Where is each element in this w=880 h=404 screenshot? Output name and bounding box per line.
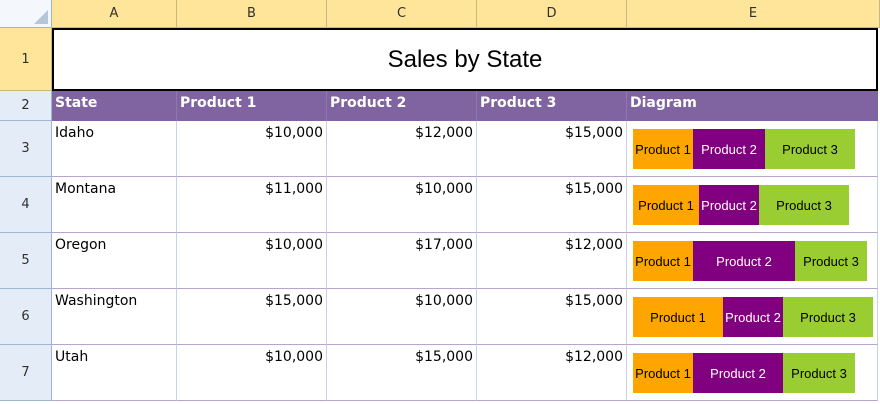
header-product-3[interactable]: Product 3 [477,91,627,121]
cell-product-2[interactable]: $15,000 [327,345,477,401]
cell-state[interactable]: Montana [52,177,177,233]
row-header-6[interactable]: 6 [0,289,52,345]
diagram-bar-product-1: Product 1 [633,353,693,393]
cell-product-2[interactable]: $17,000 [327,233,477,289]
cell-product-1[interactable]: $10,000 [177,345,327,401]
header-product-1[interactable]: Product 1 [177,91,327,121]
cell-product-3[interactable]: $15,000 [477,289,627,345]
row-header-2[interactable]: 2 [0,91,52,121]
header-state[interactable]: State [52,91,177,121]
cell-diagram[interactable] [627,177,878,233]
header-band [52,91,878,121]
cell-diagram[interactable] [627,289,878,345]
diagram-bar-product-3: Product 3 [759,185,849,225]
diagram-bar-product-2: Product 2 [723,297,783,337]
cell-product-2[interactable]: $10,000 [327,289,477,345]
diagram-bar-product-1: Product 1 [633,297,723,337]
cell-product-3[interactable]: $12,000 [477,345,627,401]
cell-diagram[interactable] [627,233,878,289]
select-all-triangle-icon [34,10,48,24]
cell-product-1[interactable]: $15,000 [177,289,327,345]
diagram-bar-product-3: Product 3 [765,129,855,169]
cell-product-2[interactable]: $10,000 [327,177,477,233]
column-header-a[interactable]: A [52,0,177,28]
cell-product-3[interactable]: $15,000 [477,177,627,233]
column-header-c[interactable]: C [327,0,477,28]
header-product-2[interactable]: Product 2 [327,91,477,121]
row-header-7[interactable]: 7 [0,345,52,401]
cell-product-1[interactable]: $11,000 [177,177,327,233]
diagram-bar-product-1: Product 1 [633,129,693,169]
cell-product-1[interactable]: $10,000 [177,121,327,177]
diagram-bar-product-2: Product 2 [693,353,783,393]
diagram-bar-product-3: Product 3 [795,241,867,281]
select-all-corner[interactable] [0,0,52,28]
column-header-d[interactable]: D [477,0,627,28]
cell-product-3[interactable]: $12,000 [477,233,627,289]
cell-state[interactable]: Washington [52,289,177,345]
column-header-e[interactable]: E [627,0,880,28]
diagram-bar-product-2: Product 2 [693,241,795,281]
diagram-bar-product-3: Product 3 [783,353,855,393]
column-header-b[interactable]: B [177,0,327,28]
cell-state[interactable]: Oregon [52,233,177,289]
diagram-bar-product-1: Product 1 [633,185,699,225]
cell-state[interactable]: Idaho [52,121,177,177]
row-header-3[interactable]: 3 [0,121,52,177]
row-header-5[interactable]: 5 [0,233,52,289]
cell-diagram[interactable] [627,121,878,177]
sheet-title[interactable]: Sales by State [52,28,878,91]
cell-product-1[interactable]: $10,000 [177,233,327,289]
cell-state[interactable]: Utah [52,345,177,401]
cell-diagram[interactable] [627,345,878,401]
diagram-bar-product-2: Product 2 [699,185,759,225]
header-diagram[interactable]: Diagram [630,95,697,111]
diagram-bar-product-1: Product 1 [633,241,693,281]
cell-product-3[interactable]: $15,000 [477,121,627,177]
row-header-1[interactable]: 1 [0,28,52,91]
cell-product-2[interactable]: $12,000 [327,121,477,177]
row-header-4[interactable]: 4 [0,177,52,233]
diagram-bar-product-3: Product 3 [783,297,873,337]
diagram-bar-product-2: Product 2 [693,129,765,169]
